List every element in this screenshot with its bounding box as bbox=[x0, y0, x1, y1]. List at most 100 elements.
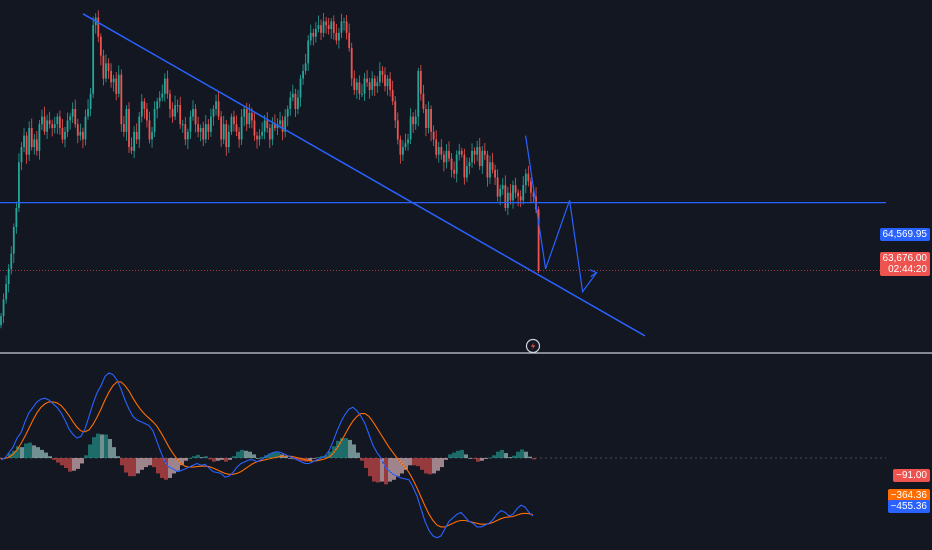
candle-body bbox=[53, 124, 56, 129]
histogram-bar bbox=[34, 445, 36, 459]
candle-body bbox=[509, 192, 512, 201]
histogram-bar bbox=[460, 449, 462, 459]
candle-body bbox=[133, 131, 136, 151]
histogram-bar bbox=[394, 458, 396, 480]
histogram-bar bbox=[256, 458, 258, 459]
candle-body bbox=[458, 150, 461, 155]
last-price-tag[interactable]: 63,676.00 02:44:20 bbox=[879, 252, 930, 276]
candle-body bbox=[358, 82, 361, 94]
histogram-bar bbox=[188, 458, 190, 459]
histogram-bar bbox=[74, 458, 76, 471]
candle-body bbox=[245, 108, 248, 125]
histogram-bar bbox=[194, 456, 196, 459]
level-price-tag[interactable]: 64,569.95 bbox=[879, 228, 930, 241]
replay-icon[interactable] bbox=[525, 338, 541, 354]
histogram-value-tag[interactable]: −91.00 bbox=[893, 469, 930, 482]
histogram-bar bbox=[46, 452, 48, 459]
candle-body bbox=[163, 78, 166, 94]
histogram-bar bbox=[444, 458, 446, 460]
candle-body bbox=[89, 93, 92, 109]
histogram-bar bbox=[312, 458, 314, 459]
histogram-bar bbox=[466, 454, 468, 459]
candle-body bbox=[325, 21, 328, 26]
histogram-bar bbox=[228, 458, 230, 460]
histogram-bar bbox=[82, 458, 84, 464]
candle-body bbox=[455, 154, 458, 174]
candle-body bbox=[248, 112, 251, 125]
candle-body bbox=[176, 105, 179, 107]
candle-body bbox=[371, 78, 374, 90]
candle-body bbox=[327, 25, 330, 30]
histogram-bar bbox=[164, 458, 166, 480]
histogram-bar bbox=[262, 457, 264, 459]
candle-body bbox=[499, 188, 502, 197]
histogram-bar bbox=[240, 449, 242, 459]
histogram-bar bbox=[372, 458, 374, 482]
candle-body bbox=[437, 147, 440, 155]
histogram-bar bbox=[500, 449, 502, 459]
histogram-bar bbox=[130, 458, 132, 477]
histogram-bar bbox=[350, 439, 352, 459]
histogram-bar bbox=[446, 458, 448, 460]
candle-body bbox=[110, 70, 112, 83]
candle-body bbox=[279, 120, 281, 125]
histogram-bar bbox=[422, 458, 424, 470]
candle-body bbox=[376, 82, 379, 87]
candle-body bbox=[312, 32, 315, 37]
histogram-bar bbox=[144, 458, 146, 468]
candle-body bbox=[345, 21, 348, 33]
candle-body bbox=[417, 70, 420, 117]
histogram-bar bbox=[192, 456, 194, 459]
histogram-bar bbox=[234, 456, 236, 459]
candle-body bbox=[402, 147, 404, 155]
candle-body bbox=[491, 162, 494, 170]
histogram-bar bbox=[412, 458, 414, 466]
candle-body bbox=[105, 63, 107, 79]
candle-body bbox=[250, 112, 253, 121]
candle-body bbox=[407, 139, 409, 144]
projection-path bbox=[525, 135, 598, 294]
histogram-bar bbox=[420, 458, 422, 470]
candle-body bbox=[84, 116, 87, 140]
macd-value-tag[interactable]: −455.36 bbox=[887, 500, 930, 513]
histogram-bar bbox=[248, 451, 250, 459]
candle-body bbox=[389, 78, 392, 90]
candle-body bbox=[0, 316, 2, 326]
macd-pane[interactable] bbox=[0, 372, 886, 539]
candle-body bbox=[46, 120, 48, 132]
histogram-bar bbox=[94, 437, 96, 459]
candle-body bbox=[140, 101, 143, 117]
histogram-bar bbox=[60, 458, 62, 466]
candle-body bbox=[468, 162, 471, 167]
candle-body bbox=[33, 139, 36, 148]
histogram-bar bbox=[404, 458, 406, 470]
histogram-bar bbox=[246, 450, 248, 459]
histogram-bar bbox=[450, 454, 452, 459]
histogram-bar bbox=[100, 434, 102, 459]
candle-body bbox=[253, 120, 256, 136]
candle-body bbox=[481, 150, 484, 167]
histogram-bar bbox=[416, 458, 418, 467]
price-pane[interactable] bbox=[0, 10, 886, 337]
candle-body bbox=[222, 124, 225, 140]
histogram-bar bbox=[136, 458, 138, 474]
histogram-bar bbox=[272, 452, 274, 459]
candle-body bbox=[271, 124, 274, 140]
histogram-bar bbox=[334, 446, 336, 459]
histogram-bar bbox=[216, 458, 218, 461]
signal-value-tag[interactable]: −364.36 bbox=[887, 489, 930, 502]
candle-body bbox=[71, 108, 74, 117]
candle-body bbox=[138, 116, 141, 140]
histogram-bar bbox=[414, 458, 416, 466]
histogram-bar bbox=[290, 458, 292, 459]
histogram-bar bbox=[510, 457, 512, 459]
candle-body bbox=[378, 70, 381, 83]
histogram-bar bbox=[178, 458, 180, 471]
candle-body bbox=[28, 128, 31, 155]
candle-body bbox=[97, 17, 100, 37]
histogram-bar bbox=[392, 458, 394, 480]
candle-body bbox=[263, 120, 266, 132]
histogram-bar bbox=[368, 458, 370, 477]
candle-body bbox=[517, 192, 520, 197]
